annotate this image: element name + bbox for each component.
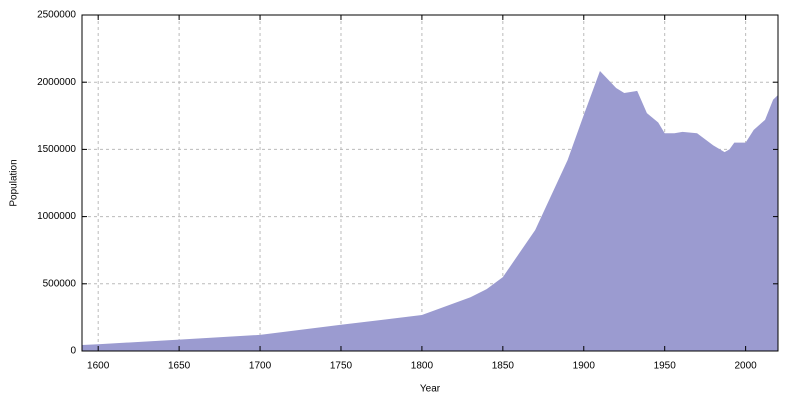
x-tick-label: 1650 [168,361,191,372]
x-axis-title: Year [420,384,441,395]
x-tick-label: 1850 [492,361,515,372]
x-tick-label: 2000 [735,361,758,372]
y-tick-label: 2500000 [37,10,76,21]
y-tick-label: 1000000 [37,211,76,222]
x-tick-label: 1600 [87,361,110,372]
area [82,71,778,351]
x-tick-label: 1750 [330,361,353,372]
x-tick-label: 1950 [654,361,677,372]
y-tick-label: 2000000 [37,77,76,88]
y-tick-label: 0 [70,346,76,357]
y-tick-label: 1500000 [37,144,76,155]
x-tick-label: 1900 [573,361,596,372]
y-tick-label: 500000 [43,278,77,289]
plot-frame [81,14,779,352]
y-axis-title: Population [9,159,20,206]
x-tick-label: 1700 [249,361,272,372]
x-tick-label: 1800 [411,361,434,372]
